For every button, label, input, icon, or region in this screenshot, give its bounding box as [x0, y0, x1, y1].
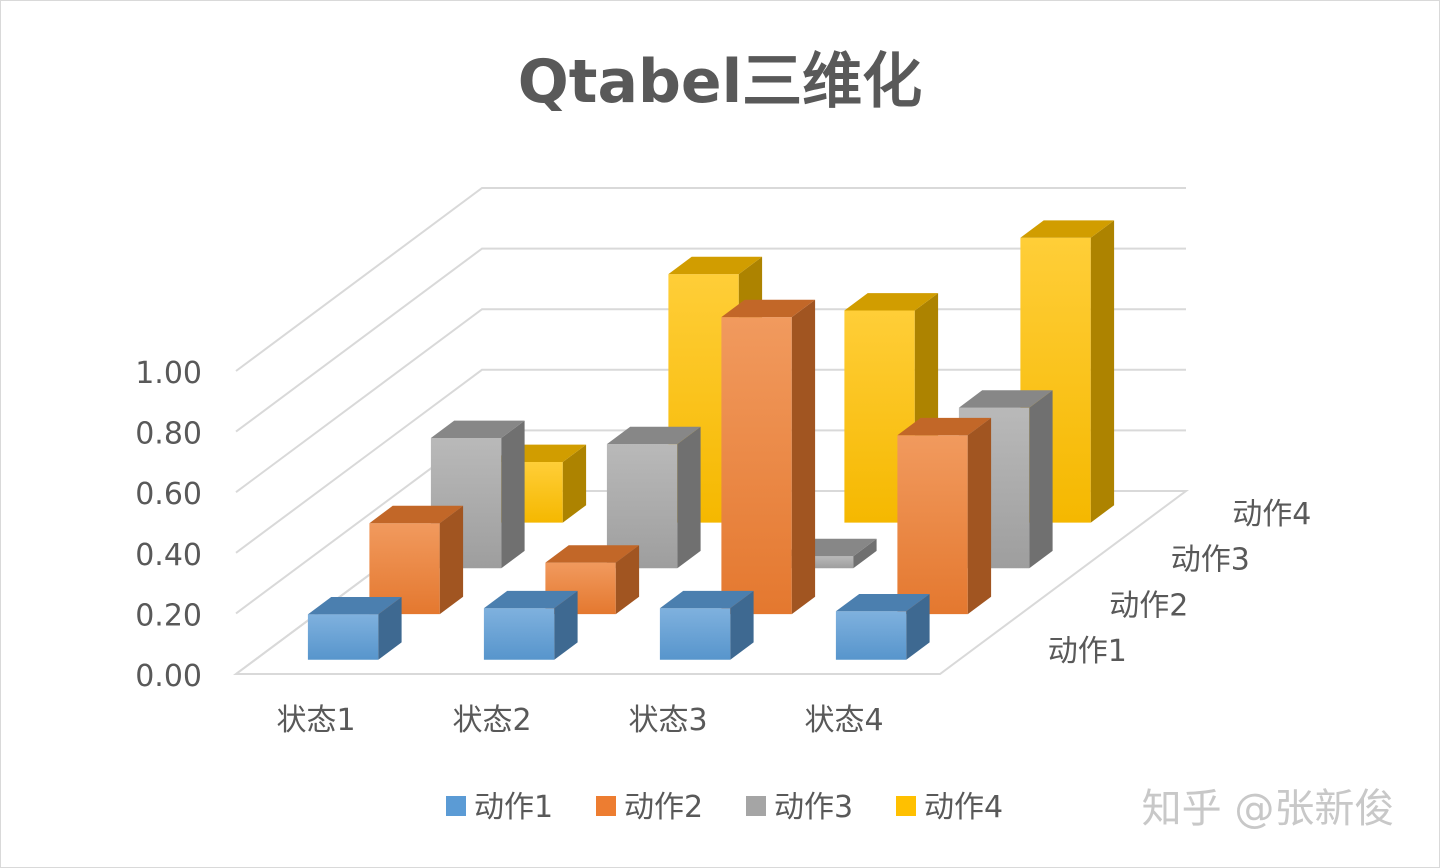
- bar-top-face: [659, 590, 754, 609]
- bar-top-face: [1020, 220, 1115, 238]
- bar-front-face: [835, 611, 907, 660]
- depth-tick-label: 动作3: [1171, 543, 1250, 578]
- bar-side-face: [967, 417, 992, 615]
- chart-legend: 动作1 动作2 动作3 动作4: [446, 790, 1003, 825]
- bar-front-face: [721, 317, 792, 615]
- bar-side-face: [906, 594, 930, 660]
- bar-top-face: [369, 505, 464, 524]
- legend-item: 动作1: [446, 790, 553, 825]
- y-tick-label: 0.40: [135, 538, 202, 573]
- bar-side-face: [554, 590, 578, 660]
- bar-top-face: [835, 594, 930, 612]
- legend-label: 动作3: [774, 790, 853, 825]
- bar-top-face: [307, 597, 402, 615]
- bar-side-face: [615, 545, 640, 615]
- x-axis-tick-labels: 状态1 状态2 状态3 状态4: [276, 703, 883, 738]
- bar-side-face: [791, 299, 816, 615]
- bar-side-face: [853, 538, 877, 569]
- depth-tick-label: 动作1: [1048, 634, 1127, 669]
- bar-top-face: [958, 390, 1053, 408]
- y-axis-tick-labels: 0.00 0.20 0.40 0.60 0.80 1.00: [135, 356, 202, 694]
- bar-side-face: [730, 590, 754, 660]
- bar-动作2-状态4: [897, 417, 992, 615]
- legend-swatch: [446, 796, 466, 816]
- y-tick-label: 0.80: [135, 417, 202, 452]
- legend-item: 动作3: [746, 790, 853, 825]
- bar-side-face: [378, 597, 402, 660]
- bar-front-face: [307, 614, 379, 660]
- chart-title: Qtabel三维化: [518, 47, 922, 117]
- bar-front-face: [844, 310, 915, 523]
- chart-bars: [307, 220, 1115, 660]
- bar-动作1-状态4: [835, 594, 930, 660]
- y-tick-label: 0.00: [135, 659, 202, 694]
- y-tick-label: 0.60: [135, 477, 202, 512]
- bar-top-face: [721, 299, 816, 318]
- bar-top-face: [897, 417, 992, 436]
- bar-动作2-状态1: [369, 505, 464, 615]
- x-tick-label: 状态3: [628, 703, 707, 738]
- legend-swatch: [596, 796, 616, 816]
- gridline: [235, 308, 1186, 494]
- bar-top-face: [430, 420, 525, 438]
- bar-front-face: [369, 523, 440, 615]
- bar-动作1-状态1: [307, 597, 402, 660]
- bar-side-face: [1029, 390, 1053, 569]
- depth-tick-label: 动作2: [1109, 588, 1188, 623]
- legend-label: 动作4: [924, 790, 1003, 825]
- bar-动作1-状态3: [659, 590, 754, 660]
- bar-side-face: [562, 444, 587, 523]
- x-tick-label: 状态2: [452, 703, 531, 738]
- bar-动作2-状态3: [721, 299, 816, 615]
- bar-动作1-状态2: [483, 590, 578, 660]
- x-tick-label: 状态1: [276, 703, 355, 738]
- bar-side-face: [677, 426, 701, 569]
- gridline: [235, 247, 1186, 433]
- bar-front-face: [659, 608, 731, 660]
- bar-side-face: [439, 505, 464, 615]
- bar-front-face: [483, 608, 555, 660]
- legend-swatch: [896, 796, 916, 816]
- bar-side-face: [1090, 220, 1115, 523]
- gridline: [235, 368, 1186, 554]
- watermark: 知乎 @张新俊: [1142, 786, 1395, 832]
- bar-front-face: [897, 435, 968, 615]
- bar-front-face: [606, 444, 678, 569]
- legend-label: 动作2: [624, 790, 703, 825]
- legend-item: 动作2: [596, 790, 703, 825]
- bar-top-face: [483, 590, 578, 609]
- bar-top-face: [844, 293, 939, 311]
- legend-swatch: [746, 796, 766, 816]
- y-tick-label: 0.20: [135, 598, 202, 633]
- y-tick-label: 1.00: [135, 356, 202, 391]
- bar-top-face: [606, 426, 701, 445]
- legend-label: 动作1: [474, 790, 553, 825]
- depth-tick-label: 动作4: [1232, 497, 1311, 532]
- bar-top-face: [545, 545, 640, 563]
- gridline: [235, 187, 1186, 372]
- legend-item: 动作4: [896, 790, 1003, 825]
- depth-axis-tick-labels: 动作1 动作2 动作3 动作4: [1048, 497, 1312, 669]
- bar-top-face: [668, 256, 763, 275]
- bar-side-face: [501, 420, 525, 569]
- bar-动作3-状态2: [606, 426, 701, 569]
- x-tick-label: 状态4: [804, 703, 883, 738]
